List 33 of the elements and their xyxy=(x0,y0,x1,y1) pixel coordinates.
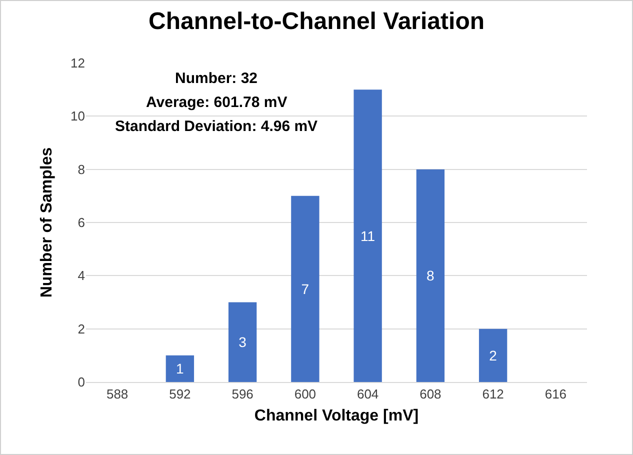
bar xyxy=(291,196,320,382)
data-label: 8 xyxy=(426,268,434,284)
x-axis-title: Channel Voltage [mV] xyxy=(254,407,419,424)
annotation: Standard Deviation: 4.96 mV xyxy=(115,118,318,135)
x-tick-label: 608 xyxy=(420,386,442,402)
bar xyxy=(166,355,194,382)
chart-title: Channel-to-Channel Variation xyxy=(148,8,485,36)
annotation: Number: 32 xyxy=(175,70,258,87)
data-label: 11 xyxy=(360,228,376,244)
x-tick-label: 604 xyxy=(356,386,379,402)
y-tick-label: 8 xyxy=(78,162,85,177)
x-tick-label: 592 xyxy=(169,386,191,402)
x-tick-label: 588 xyxy=(106,386,128,402)
y-tick-label: 4 xyxy=(78,268,85,284)
bar xyxy=(416,169,445,382)
x-tick-label: 612 xyxy=(482,386,504,402)
y-tick-label: 2 xyxy=(78,321,85,336)
y-tick-label: 12 xyxy=(70,56,85,71)
annotation: Average: 601.78 mV xyxy=(146,94,288,111)
data-label: 3 xyxy=(238,334,247,350)
x-tick-label: 596 xyxy=(232,386,254,402)
y-axis-title: Number of Samples xyxy=(38,147,56,298)
y-tick-label: 10 xyxy=(70,108,85,124)
bar xyxy=(354,90,382,382)
bar xyxy=(478,328,508,382)
bar xyxy=(228,302,257,382)
data-label: 7 xyxy=(301,280,310,297)
y-tick-label: 6 xyxy=(78,215,85,230)
x-tick-label: 616 xyxy=(544,386,567,402)
y-tick-label: 0 xyxy=(78,374,85,390)
data-label: 2 xyxy=(489,347,498,364)
data-label: 1 xyxy=(176,360,184,377)
x-tick-label: 600 xyxy=(294,386,316,402)
